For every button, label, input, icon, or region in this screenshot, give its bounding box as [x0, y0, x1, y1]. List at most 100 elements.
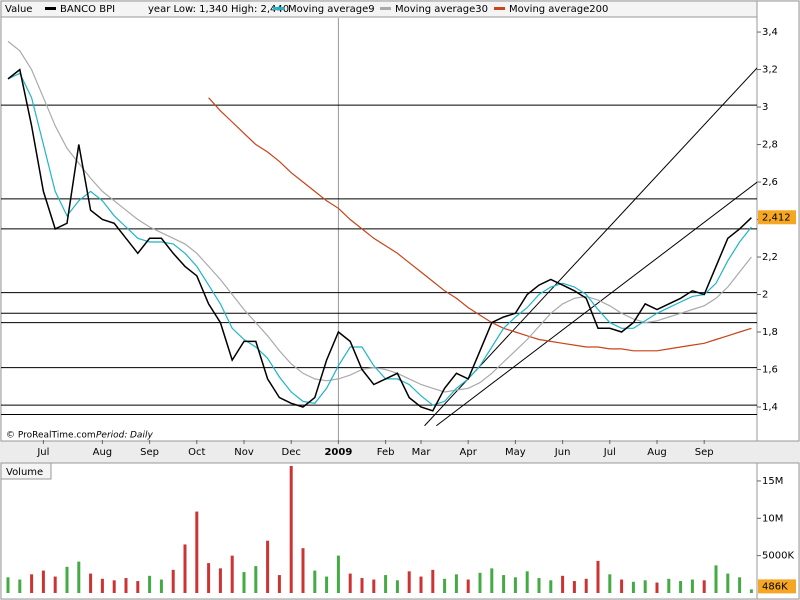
y-tick-label: 3: [762, 102, 768, 113]
volume-bar: [702, 580, 706, 593]
volume-bar: [443, 578, 447, 593]
y-tick-label: 1,8: [762, 327, 778, 338]
x-tick-label: Aug: [647, 447, 667, 458]
x-tick-label: Apr: [460, 447, 478, 458]
volume-bar: [159, 579, 163, 593]
volume-bar: [502, 575, 506, 593]
trend-line: [436, 181, 757, 427]
volume-bar: [112, 580, 116, 593]
volume-title: Volume: [6, 467, 43, 478]
volume-bar: [537, 578, 541, 593]
volume-tick-label: 5000K: [762, 551, 794, 562]
volume-bar: [325, 576, 329, 593]
y-tick-label: 3,4: [762, 27, 778, 38]
volume-pane: [0, 462, 800, 600]
volume-bar: [749, 589, 753, 593]
moving-average-line: [7, 40, 752, 393]
volume-bar: [336, 555, 340, 593]
y-tick-label: 2,6: [762, 177, 778, 188]
volume-bar: [384, 575, 388, 593]
volume-bar: [549, 580, 553, 593]
x-tick-label: Jul: [603, 447, 616, 458]
x-tick-label: Jul: [36, 447, 49, 458]
volume-bar: [608, 574, 612, 593]
y-tick-label: 3,2: [762, 65, 778, 76]
moving-average-line: [208, 97, 752, 352]
volume-tick-label: 15M: [762, 476, 783, 487]
y-tick-label: 1,6: [762, 365, 778, 376]
volume-bar: [478, 572, 482, 593]
volume-bar: [655, 582, 659, 593]
legend-swatch: [273, 7, 284, 10]
volume-bar: [572, 581, 576, 593]
volume-bar: [726, 573, 730, 593]
volume-bar: [289, 465, 293, 593]
volume-bar: [596, 560, 600, 593]
volume-bar: [171, 569, 175, 593]
volume-bar: [100, 578, 104, 593]
volume-bar: [242, 572, 246, 593]
price-line: [7, 68, 752, 412]
x-tick-label: May: [505, 447, 526, 458]
volume-bar: [407, 571, 411, 593]
volume-bar: [667, 578, 671, 593]
volume-bar: [136, 581, 140, 593]
volume-bar: [30, 574, 34, 593]
volume-bar: [18, 579, 22, 593]
volume-bar: [53, 576, 57, 593]
y-tick-label: 2,2: [762, 252, 778, 263]
volume-bar: [620, 579, 624, 593]
volume-bar: [348, 573, 352, 593]
y-label: Value: [5, 4, 32, 15]
volume-bar: [584, 578, 588, 593]
legend-swatch: [45, 7, 56, 10]
x-tick-label: 2009: [324, 447, 352, 458]
volume-bar: [266, 540, 270, 593]
volume-bar: [738, 577, 742, 593]
volume-bar: [372, 579, 376, 593]
volume-bar: [714, 565, 718, 593]
moving-average-line: [7, 72, 752, 406]
volume-bar: [77, 561, 81, 593]
legend-label: Moving average30: [395, 4, 488, 15]
volume-tick-label: 10M: [762, 513, 783, 524]
legend-swatch: [494, 7, 505, 10]
x-tick-label: Feb: [377, 447, 395, 458]
legend-label: Moving average200: [509, 4, 608, 15]
volume-bar: [360, 578, 364, 593]
volume-bar: [525, 571, 529, 593]
volume-bar: [254, 566, 258, 593]
volume-bar: [207, 563, 211, 593]
volume-bar: [513, 577, 517, 593]
volume-bar: [561, 575, 565, 593]
y-tick-label: 2,8: [762, 140, 778, 151]
x-tick-label: Dec: [282, 447, 301, 458]
volume-bar: [41, 570, 45, 593]
period-label: Period:: [96, 431, 127, 441]
volume-bar: [6, 577, 10, 593]
volume-bar: [679, 581, 683, 593]
x-tick-label: Sep: [695, 447, 714, 458]
volume-bar: [148, 575, 152, 593]
y-tick-label: 2: [762, 290, 768, 301]
x-tick-label: Sep: [140, 447, 159, 458]
volume-bar: [631, 581, 635, 593]
volume-bar: [230, 555, 234, 593]
volume-bar: [466, 579, 470, 593]
volume-bar: [89, 573, 93, 593]
volume-bar: [218, 568, 222, 593]
period: Daily: [130, 431, 153, 441]
volume-bar: [419, 576, 423, 593]
x-tick-label: Mar: [412, 447, 432, 458]
volume-bar: [643, 580, 647, 593]
volume-last-label: 486K: [762, 581, 788, 592]
legend-label: BANCO BPI: [60, 4, 115, 15]
x-tick-label: Oct: [188, 447, 205, 458]
legend-swatch: [380, 7, 391, 10]
volume-bar: [690, 579, 694, 593]
volume-bar: [454, 574, 458, 593]
volume-bar: [195, 511, 199, 593]
volume-bar: [490, 568, 494, 593]
volume-bar: [431, 569, 435, 593]
